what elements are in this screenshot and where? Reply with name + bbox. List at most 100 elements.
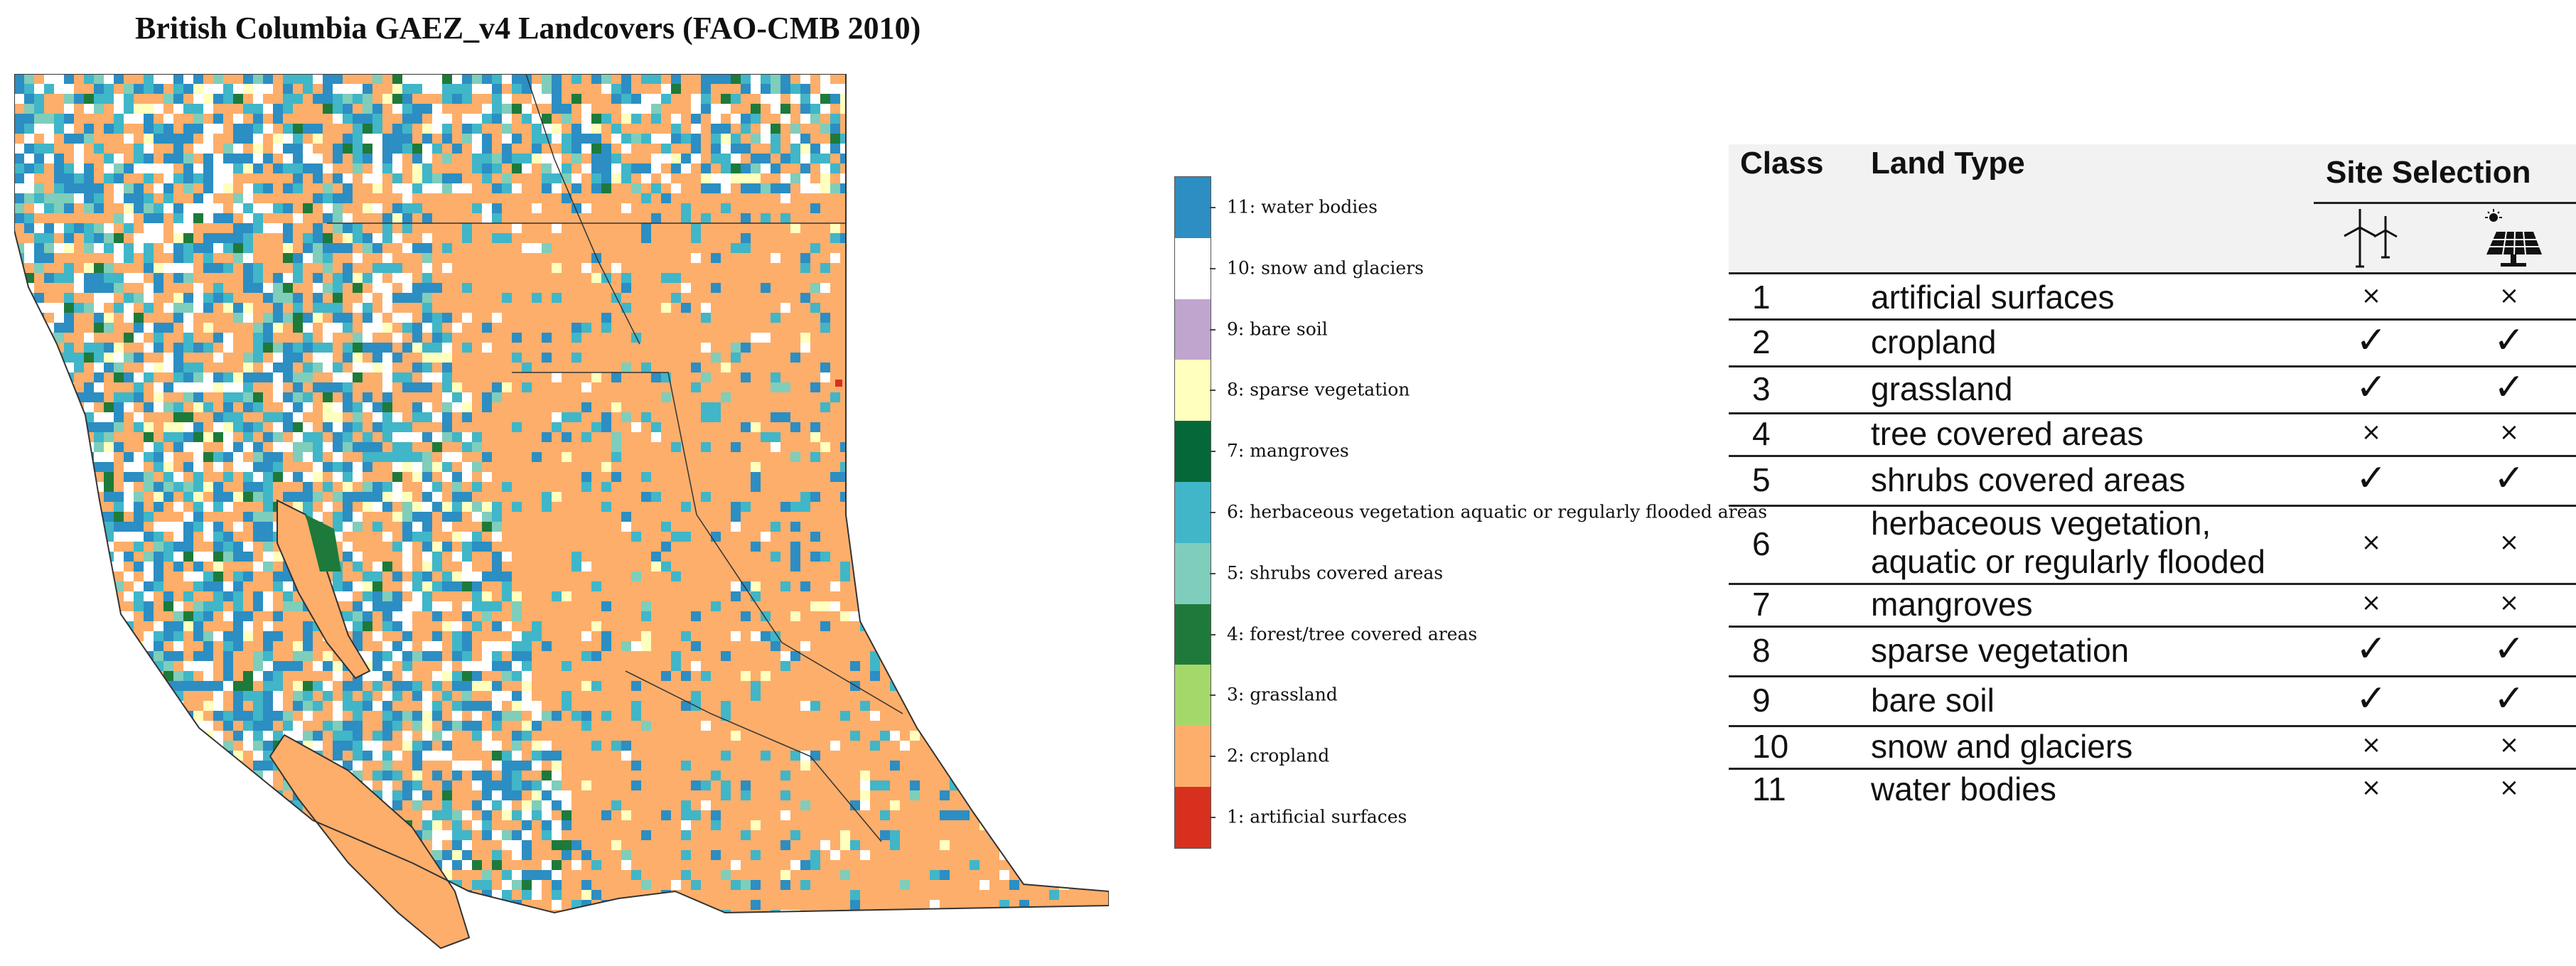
wind-suitability-mark: × [2361, 589, 2382, 617]
legend-swatch [1175, 542, 1211, 604]
table-cell-land-type: herbaceous vegetation, [1871, 505, 2211, 542]
legend-label: 1: artificial surfaces [1227, 806, 1407, 827]
table-header-background [1729, 144, 2576, 274]
header-site-selection: Site Selection [2326, 155, 2531, 190]
table-cell-class: 3 [1752, 370, 1771, 407]
legend-label: 6: herbaceous vegetation aquatic or regu… [1227, 501, 1768, 522]
table-cell-class: 1 [1752, 279, 1771, 316]
solar-suitability-mark: ✓ [2494, 628, 2525, 670]
legend-swatch [1175, 665, 1211, 726]
legend-swatch [1175, 603, 1211, 665]
solar-suitability-mark: ✓ [2494, 457, 2525, 500]
legend-tick [1210, 267, 1215, 269]
table-cell-class: 9 [1752, 682, 1771, 719]
table-cell-class: 7 [1752, 586, 1771, 623]
table-cell-land-type: shrubs covered areas [1871, 461, 2186, 498]
table-rule [1729, 768, 2576, 770]
legend-swatch [1175, 786, 1211, 848]
wind-suitability-mark: ✓ [2356, 366, 2387, 409]
table-rule [1729, 272, 2576, 274]
wind-suitability-mark: × [2361, 418, 2382, 446]
table-rule [1729, 505, 2576, 507]
legend-colorbar [1174, 176, 1211, 849]
solar-suitability-mark: ✓ [2494, 319, 2525, 362]
solar-suitability-mark: × [2499, 731, 2520, 759]
legend-tick [1210, 511, 1215, 513]
legend-tick [1210, 572, 1215, 574]
legend-tick [1210, 451, 1215, 453]
table-cell-class: 4 [1752, 415, 1771, 452]
header-subrule [2314, 202, 2576, 204]
table-rule [1729, 675, 2576, 677]
wind-suitability-mark: ✓ [2356, 319, 2387, 362]
admin-boundary [625, 670, 882, 842]
wind-suitability-mark: × [2361, 773, 2382, 802]
legend-label: 7: mangroves [1227, 440, 1349, 461]
legend-tick [1210, 694, 1215, 697]
wind-suitability-mark: ✓ [2356, 628, 2387, 670]
legend-label: 5: shrubs covered areas [1227, 562, 1444, 584]
wind-turbine-icon [2344, 209, 2398, 268]
header-class: Class [1740, 146, 1824, 181]
wind-suitability-mark: × [2361, 731, 2382, 759]
legend-tick [1210, 816, 1215, 818]
table-rule [1729, 725, 2576, 727]
table-cell-land-type: snow and glaciers [1871, 728, 2133, 765]
header-land-type: Land Type [1871, 146, 2025, 181]
legend-label: 9: bare soil [1227, 318, 1328, 339]
legend-swatch [1175, 481, 1211, 543]
table-cell-land-type: grassland [1871, 370, 2013, 407]
map-title: British Columbia GAEZ_v4 Landcovers (FAO… [135, 11, 921, 45]
table-cell-class: 8 [1752, 632, 1771, 669]
table-rule [1729, 583, 2576, 585]
solar-suitability-mark: × [2499, 528, 2520, 557]
vancouver-island [269, 734, 471, 950]
artificial-surface-pixel [835, 380, 842, 387]
wind-suitability-mark: ✓ [2356, 677, 2387, 720]
table-cell-land-type: water bodies [1871, 771, 2056, 807]
solar-suitability-mark: × [2499, 589, 2520, 617]
legend-label: 8: sparse vegetation [1227, 379, 1410, 400]
table-cell-land-type: tree covered areas [1871, 415, 2144, 452]
legend-label: 2: cropland [1227, 745, 1330, 766]
wind-suitability-mark: ✓ [2356, 457, 2387, 500]
admin-boundary [525, 74, 640, 345]
solar-suitability-mark: × [2499, 281, 2520, 310]
legend-label: 10: snow and glaciers [1227, 257, 1424, 279]
legend-tick [1210, 206, 1215, 208]
table-rule [1729, 455, 2576, 457]
legend-tick [1210, 328, 1215, 331]
solar-suitability-mark: ✓ [2494, 366, 2525, 409]
landcover-map [14, 74, 1109, 950]
table-cell-class: 2 [1752, 323, 1771, 360]
table-rule [1729, 412, 2576, 414]
table-rule [1729, 318, 2576, 321]
legend-swatch [1175, 237, 1211, 299]
table-cell-class: 5 [1752, 461, 1771, 498]
solar-suitability-mark: × [2499, 418, 2520, 446]
legend-swatch [1175, 726, 1211, 787]
wind-suitability-mark: × [2361, 281, 2382, 310]
legend-tick [1210, 756, 1215, 758]
legend-tick [1210, 390, 1215, 392]
table-cell-class: 10 [1752, 728, 1789, 765]
legend-tick [1210, 633, 1215, 635]
legend-label: 3: grassland [1227, 684, 1338, 705]
haida-gwaii-forest [306, 515, 341, 571]
legend-label: 4: forest/tree covered areas [1227, 623, 1478, 644]
legend-label: 11: water bodies [1227, 196, 1378, 218]
table-cell-land-type: bare soil [1871, 682, 1995, 719]
legend-swatch [1175, 299, 1211, 360]
table-cell-land-type: artificial surfaces [1871, 279, 2115, 316]
table-cell-land-type: cropland [1871, 323, 1997, 360]
table-rule [1729, 365, 2576, 367]
solar-panel-icon [2485, 209, 2542, 267]
legend-swatch [1175, 360, 1211, 422]
wind-suitability-mark: × [2361, 528, 2382, 557]
solar-suitability-mark: ✓ [2494, 677, 2525, 720]
table-cell-class: 11 [1752, 771, 1786, 807]
table-cell-land-type: sparse vegetation [1871, 632, 2130, 669]
table-cell-land-type: aquatic or regularly flooded [1871, 543, 2265, 580]
table-cell-class: 6 [1752, 525, 1771, 562]
legend-swatch [1175, 421, 1211, 482]
